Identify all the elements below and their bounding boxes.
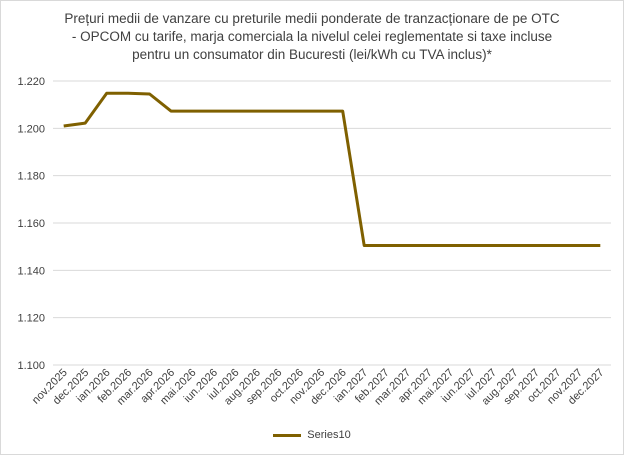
chart-title-line-2: - OPCOM cu tarife, marja comerciala la n… <box>71 29 553 44</box>
y-tick-label: 1.100 <box>17 360 45 372</box>
y-tick-label: 1.220 <box>17 76 45 88</box>
chart-title-line-3: pentru un consumator din Bucuresti (lei/… <box>132 47 492 62</box>
y-tick-label: 1.140 <box>17 265 45 277</box>
y-tick-label: 1.160 <box>17 218 45 230</box>
y-axis: 1.100 1.120 1.140 1.160 1.180 1.200 1.220 <box>17 76 45 372</box>
series-layer <box>63 91 601 247</box>
grid <box>53 80 611 366</box>
x-axis: nov.2025dec.2025ian.2026feb.2026mar.2026… <box>30 367 606 408</box>
legend: Series10 <box>1 429 623 441</box>
chart-title-line-1: Prețuri medii de vanzare cu preturile me… <box>64 11 560 26</box>
y-tick-label: 1.180 <box>17 171 45 183</box>
y-tick-label: 1.120 <box>17 313 45 325</box>
series-line <box>63 91 601 247</box>
y-tick-label: 1.200 <box>17 123 45 135</box>
legend-swatch <box>273 433 302 437</box>
legend-label: Series10 <box>307 429 351 441</box>
